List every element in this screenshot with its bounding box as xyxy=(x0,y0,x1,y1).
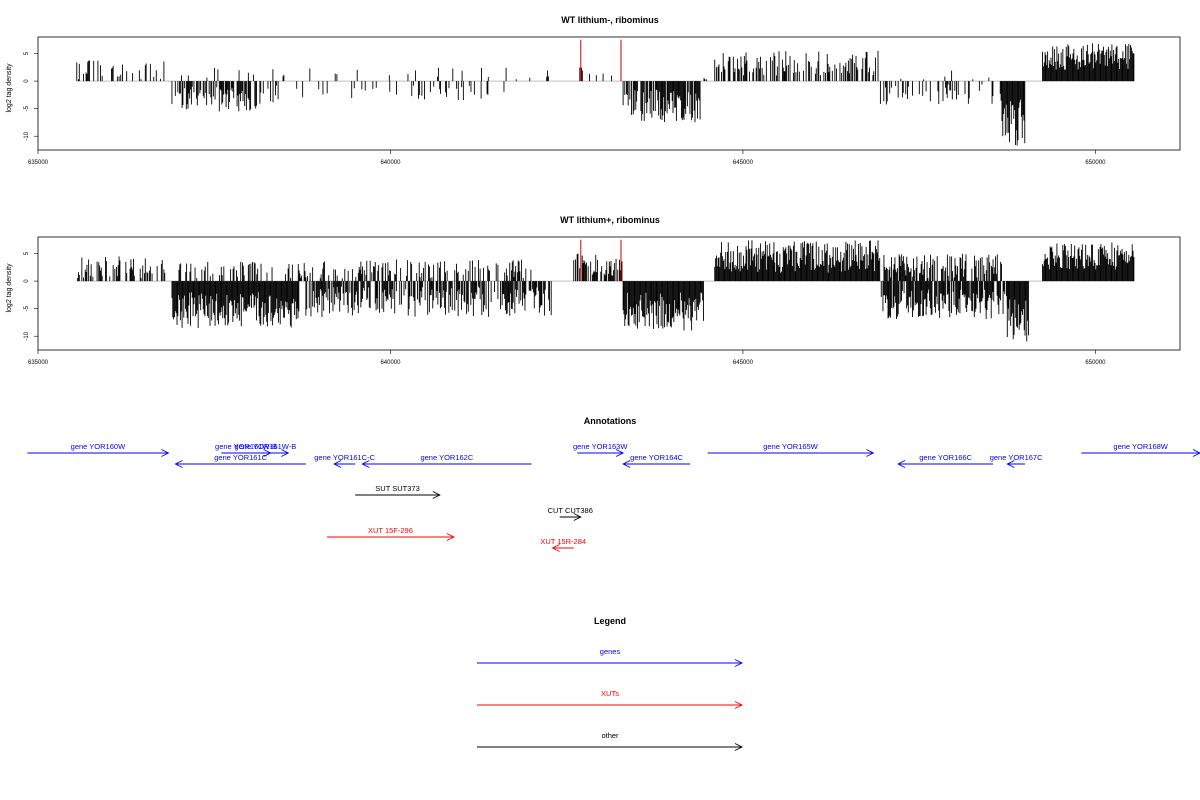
x-tick-label: 635000 xyxy=(28,360,49,366)
annotation-arrow-head xyxy=(446,533,455,541)
y-axis-label: log2 tag density xyxy=(6,63,13,113)
annotation-gene: gene YOR168W xyxy=(1081,442,1200,457)
y-tick-label: -10 xyxy=(24,331,30,340)
annotation-gene: gene YOR161W-B xyxy=(234,442,296,457)
legend-label: genes xyxy=(600,647,621,656)
plot-frame xyxy=(37,236,1181,351)
annotation-arrow-head xyxy=(551,544,560,552)
legend-item-xut: XUTs xyxy=(477,689,744,709)
annotation-gene: gene YOR161C-C xyxy=(314,453,376,468)
x-tick-label: 645000 xyxy=(733,360,754,366)
legend-label: other xyxy=(601,731,619,740)
annotation-arrow-head xyxy=(281,449,290,457)
annotation-arrow-head xyxy=(161,449,170,457)
plot-area: 635000 640000 645000 650000 5 0 -5 -10 xyxy=(24,36,1181,166)
legend-item-gene: genes xyxy=(477,647,744,667)
annotation-label: gene YOR166C xyxy=(919,453,972,462)
annotation-gene: gene YOR162C xyxy=(361,453,532,468)
annotation-gene: gene YOR160W xyxy=(27,442,170,457)
annotation-gene: gene YOR167C xyxy=(990,453,1043,468)
y-tick-label: 0 xyxy=(24,279,30,283)
annotation-label: gene YOR163W xyxy=(573,442,628,451)
annotation-label: gene YOR165W xyxy=(763,442,818,451)
legend-arrow-head xyxy=(734,743,744,751)
annotation-label: gene YOR161W-B xyxy=(215,442,277,451)
annotation-arrow-head xyxy=(333,460,342,468)
annotations-title: Annotations xyxy=(584,416,637,426)
y-tick-label: 0 xyxy=(24,79,30,83)
legend-arrow-head xyxy=(734,701,744,709)
annotation-arrow-head xyxy=(622,460,631,468)
annotation-label: gene YOR161C-C xyxy=(314,453,375,462)
annotation-arrow-head xyxy=(573,513,582,521)
y-tick-label: 5 xyxy=(24,51,30,55)
panel-title: WT lithium+, ribominus xyxy=(560,215,660,225)
annotation-label: XUT 15F-296 xyxy=(368,526,413,535)
annotation-label: gene YOR161W-B xyxy=(234,442,296,451)
plot-area: 635000 640000 645000 650000 5 0 -5 -10 xyxy=(24,236,1181,366)
x-tick-label: 640000 xyxy=(380,160,401,166)
annotation-label: gene YOR164C xyxy=(630,453,683,462)
annotation-gene: gene YOR163W xyxy=(573,442,628,457)
legend-item-other: other xyxy=(477,731,744,751)
annotation-gene: gene YOR165W xyxy=(707,442,875,457)
x-tick-label: 640000 xyxy=(380,360,401,366)
annotation-label: gene YOR160W xyxy=(71,442,126,451)
annotation-label: SUT SUT373 xyxy=(375,484,419,493)
legend-label: XUTs xyxy=(601,689,619,698)
annotation-gene: gene YOR161C xyxy=(174,453,306,468)
annotation-label: CUT CUT386 xyxy=(548,506,593,515)
y-tick-label: -10 xyxy=(24,131,30,140)
annotation-arrow-head xyxy=(1006,460,1015,468)
y-axis-label: log2 tag density xyxy=(6,263,13,313)
plot-frame xyxy=(37,36,1181,151)
x-tick-label: 635000 xyxy=(28,160,49,166)
y-tick-label: -5 xyxy=(24,305,30,311)
annotation-arrow-head xyxy=(866,449,875,457)
legend-arrow-head xyxy=(734,659,744,667)
annotation-arrow-head xyxy=(361,460,370,468)
annotation-other: SUT SUT373 xyxy=(355,484,441,499)
annotation-other: CUT CUT386 xyxy=(548,506,593,521)
panel-lithium-plus: WT lithium+, ribominus log2 tag density … xyxy=(6,215,1181,366)
annotation-arrow-head xyxy=(615,449,625,457)
annotation-xut: XUT 15F-296 xyxy=(327,526,455,541)
x-tick-label: 650000 xyxy=(1085,360,1106,366)
panel-title: WT lithium-, ribominus xyxy=(561,15,659,25)
x-tick-label: 645000 xyxy=(733,160,754,166)
annotation-arrow-head xyxy=(1192,449,1200,457)
legend-title: Legend xyxy=(594,616,626,626)
annotation-label: gene YOR168W xyxy=(1113,442,1168,451)
annotation-label: gene YOR162C xyxy=(420,453,473,462)
annotation-arrow-head xyxy=(174,460,183,468)
annotation-xut: XUT 15R-284 xyxy=(540,537,586,552)
x-tick-label: 650000 xyxy=(1085,160,1106,166)
annotations-panel: Annotations gene YOR160W gene YOR161W-Bge… xyxy=(27,416,1200,552)
annotation-label: gene YOR167C xyxy=(990,453,1043,462)
annotation-label: XUT 15R-284 xyxy=(540,537,586,546)
annotation-gene: gene YOR164C xyxy=(622,453,691,468)
legend: Legend genes XUTs other xyxy=(477,616,744,751)
legend-items: genes XUTs other xyxy=(477,647,744,751)
annotation-gene: gene YOR166C xyxy=(897,453,994,468)
y-tick-label: -5 xyxy=(24,105,30,111)
annotation-arrow-head xyxy=(897,460,906,468)
y-tick-label: 5 xyxy=(24,251,30,255)
annotation-label: gene YOR161C xyxy=(214,453,267,462)
annotation-arrow-head xyxy=(432,491,441,499)
panel-lithium-minus: WT lithium-, ribominus log2 tag density … xyxy=(6,15,1181,166)
